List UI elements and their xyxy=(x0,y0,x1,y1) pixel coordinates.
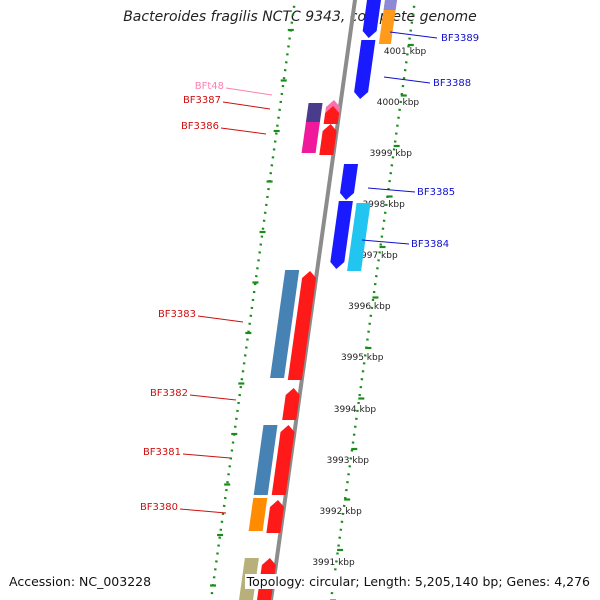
gene-arrow-bf3385 xyxy=(339,164,359,200)
gene-block-cyan xyxy=(347,203,371,271)
gene-arrow-bf3384 xyxy=(330,201,353,269)
scale-tick-label: 3992 kbp xyxy=(319,507,362,517)
scale-tick-label: 4001 kbp xyxy=(384,47,427,57)
gene-label: BF3384 xyxy=(411,239,449,250)
gene-leader-line xyxy=(361,239,410,245)
gene-label: BF3387 xyxy=(183,95,221,106)
gene-leader-line xyxy=(197,315,244,323)
gene-block-purple xyxy=(305,103,323,122)
gene-arrow-bf3388 xyxy=(354,40,376,99)
gene-label: BF3386 xyxy=(181,121,219,132)
gene-leader-line xyxy=(225,87,273,96)
gene-leader-line xyxy=(367,187,416,193)
gene-label: BFt48 xyxy=(195,81,224,92)
gene-label: BF3389 xyxy=(441,33,479,44)
gene-leader-line xyxy=(179,508,227,514)
scale-tick-label: 4000 kbp xyxy=(377,98,420,108)
gene-arrow-bf3382 xyxy=(282,388,300,420)
gene-leader-line xyxy=(189,394,237,401)
gene-block-lavender-top xyxy=(383,0,398,10)
gene-block-magenta xyxy=(301,122,320,153)
gene-leader-line xyxy=(182,453,231,459)
gene-arrow-bf3387 xyxy=(323,106,340,124)
gene-block-orange xyxy=(248,498,268,531)
gene-label: BF3385 xyxy=(417,187,455,198)
frame-left-line xyxy=(209,0,297,600)
frame-right-line xyxy=(329,0,417,600)
gene-leader-line xyxy=(383,76,431,84)
gene-arrow-bf3386 xyxy=(319,124,337,155)
gene-block-steelblue-1 xyxy=(270,270,300,378)
gene-arrow-bf3380 xyxy=(266,500,285,533)
gene-label: BF3388 xyxy=(433,78,471,89)
scale-tick-label: 3998 kbp xyxy=(362,200,405,210)
scale-tick-label: 3991 kbp xyxy=(312,558,355,568)
scale-tick-label: 3999 kbp xyxy=(370,149,413,159)
genome-backbone xyxy=(268,0,358,600)
gene-leader-line xyxy=(222,101,271,110)
gene-label: BF3381 xyxy=(143,447,181,458)
scale-tick-label: 3995 kbp xyxy=(341,353,384,363)
gene-label: BF3380 xyxy=(140,502,178,513)
scale-tick-label: 3996 kbp xyxy=(348,302,391,312)
gene-block-orange-top xyxy=(378,0,398,44)
gene-block-steelblue-2 xyxy=(253,425,278,495)
scale-tick-label: 3997 kbp xyxy=(355,251,398,261)
gene-arrow-bf3383 xyxy=(287,271,317,380)
gene-label: BF3382 xyxy=(150,388,188,399)
gene-label: BF3383 xyxy=(158,309,196,320)
gene-arrow-bf3389 xyxy=(362,0,382,38)
genome-summary-label: Topology: circular; Length: 5,205,140 bp… xyxy=(244,574,590,589)
scale-tick-label: 3994 kbp xyxy=(334,405,377,415)
gene-arrow-bf3381 xyxy=(271,425,295,495)
scale-tick-label: 3993 kbp xyxy=(327,456,370,466)
accession-label: Accession: NC_003228 xyxy=(9,574,152,589)
gene-leader-line xyxy=(220,127,267,135)
gene-leader-line xyxy=(389,31,438,39)
